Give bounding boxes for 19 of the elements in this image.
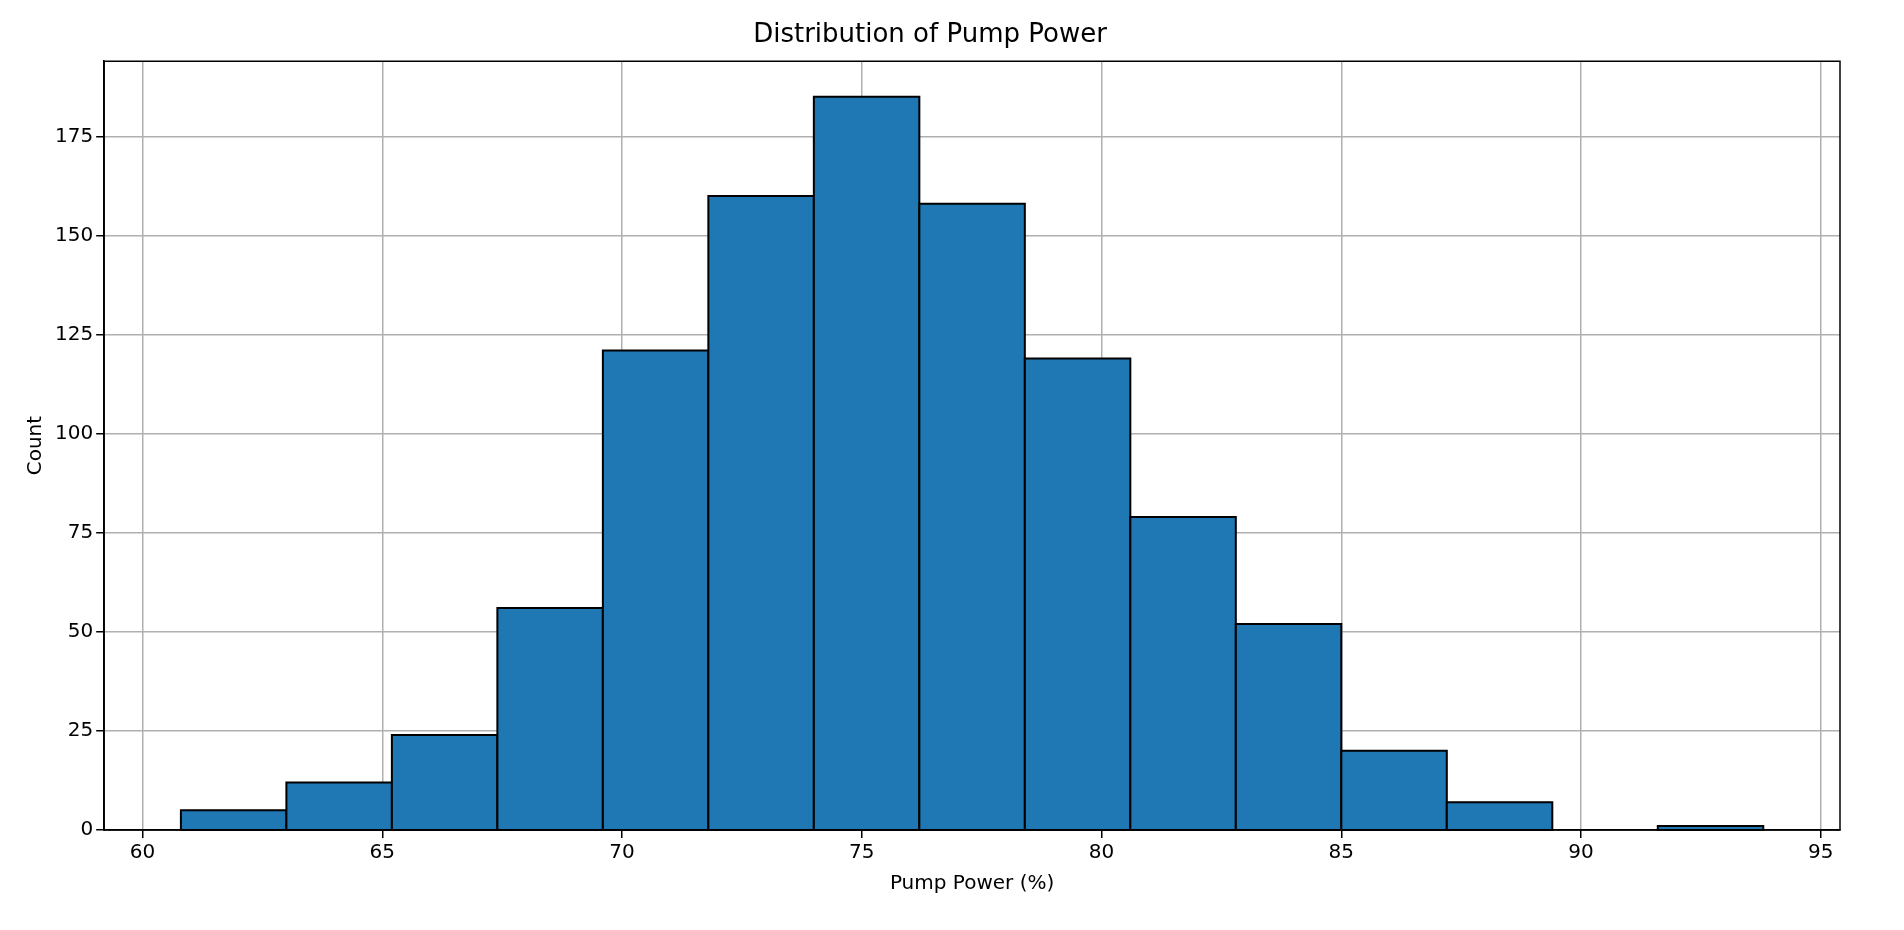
y-tick-label: 0: [80, 816, 94, 841]
y-tick-label: 175: [54, 122, 94, 147]
x-axis-title: Pump Power (%): [889, 870, 1055, 895]
y-tick-label: 100: [54, 419, 94, 444]
x-tick-label: 95: [1808, 839, 1834, 864]
chart-title: Distribution of Pump Power: [753, 18, 1108, 49]
x-tick-label: 85: [1328, 839, 1355, 864]
x-tick-label: 75: [849, 839, 875, 864]
x-tick-label: 70: [609, 839, 635, 864]
x-tick-label: 90: [1568, 839, 1594, 864]
y-axis-title: Count: [22, 415, 47, 476]
y-tick-label: 150: [54, 221, 94, 246]
y-tick-label: 25: [67, 717, 94, 742]
x-tick-label: 65: [369, 839, 396, 864]
x-tick-label: 60: [129, 839, 156, 864]
x-tick-label: 80: [1088, 839, 1115, 864]
y-tick-label: 75: [67, 518, 94, 543]
y-tick-label: 125: [54, 320, 94, 345]
y-tick-label: 50: [67, 618, 94, 643]
